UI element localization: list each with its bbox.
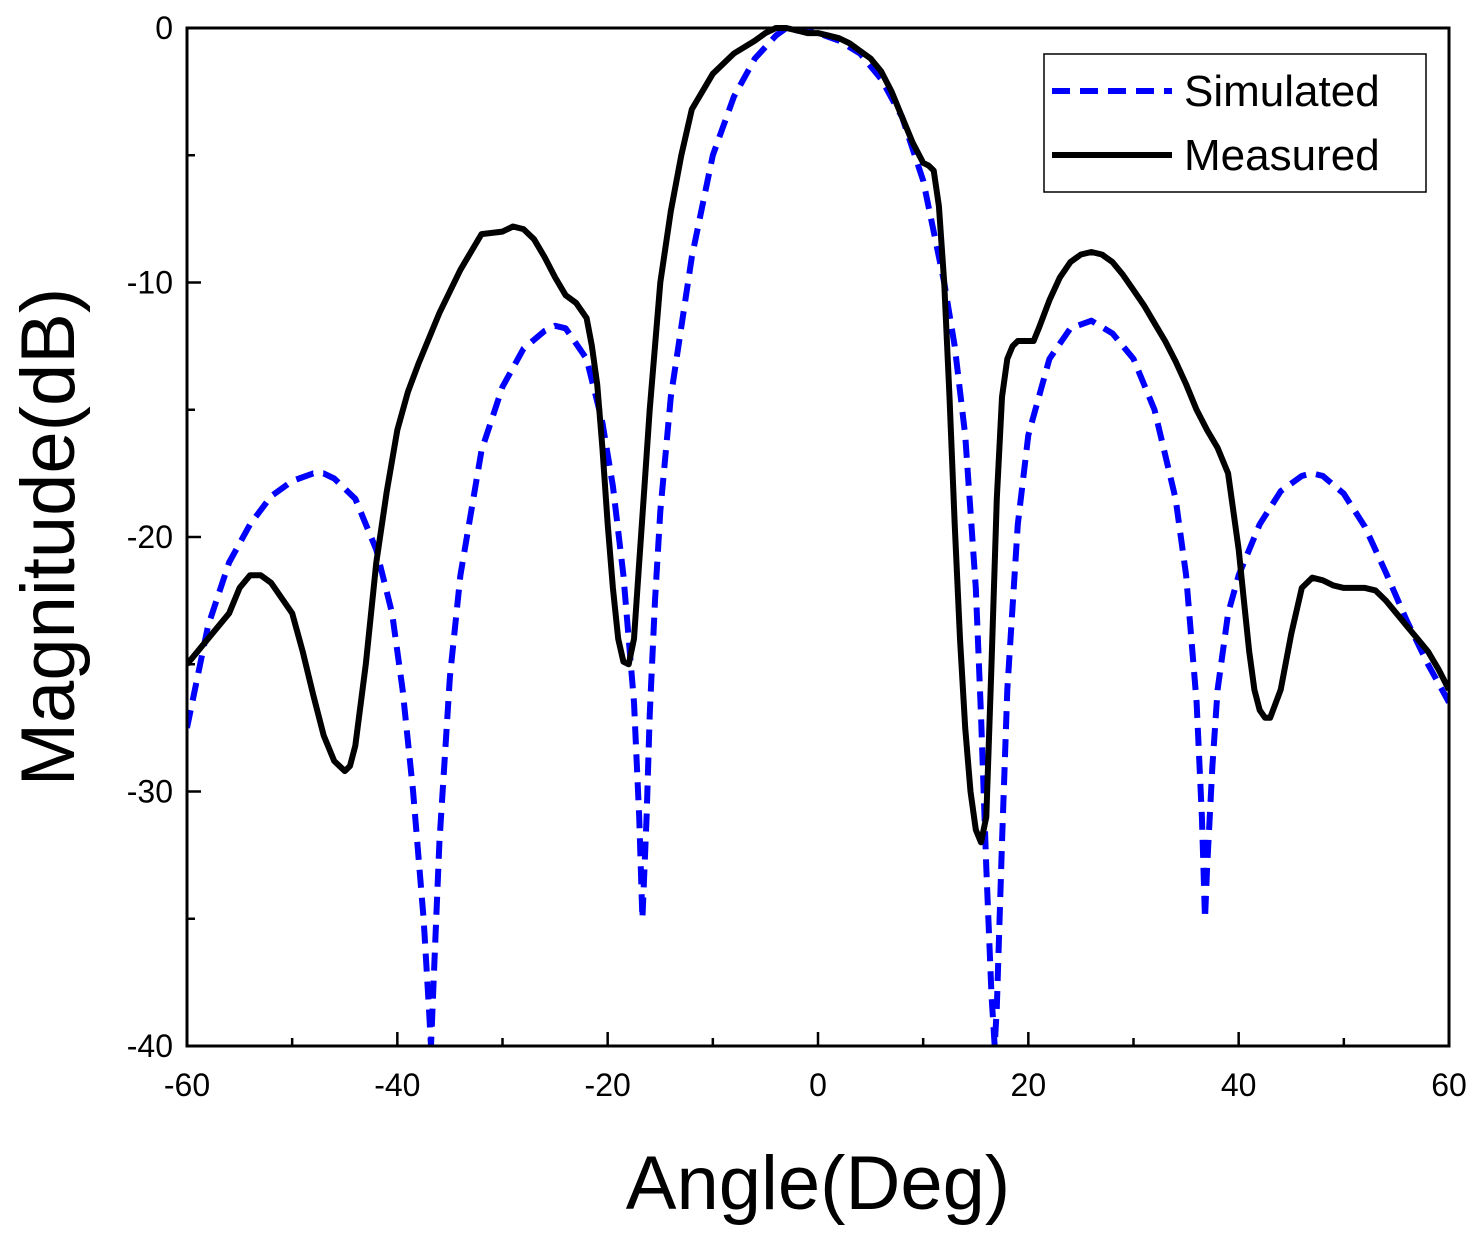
x-tick-label: 40 bbox=[1221, 1067, 1257, 1103]
y-tick-label: -40 bbox=[127, 1028, 173, 1064]
x-tick-label: 60 bbox=[1431, 1067, 1467, 1103]
y-axis-title: Magnitude(dB) bbox=[6, 288, 91, 787]
y-tick-label: -10 bbox=[127, 265, 173, 301]
x-tick-label: 0 bbox=[809, 1067, 827, 1103]
legend-label-measured: Measured bbox=[1184, 131, 1380, 180]
series-line-measured bbox=[187, 25, 1449, 846]
x-tick-label: -40 bbox=[374, 1067, 420, 1103]
y-tick-label: -20 bbox=[127, 519, 173, 555]
legend-label-simulated: Simulated bbox=[1184, 67, 1380, 116]
legend: Simulated Measured bbox=[1043, 53, 1427, 193]
y-tick-label: -30 bbox=[127, 774, 173, 810]
x-tick-label: -20 bbox=[585, 1067, 631, 1103]
y-tick-label: 0 bbox=[155, 10, 173, 46]
ticks-layer: -60 -40 -20 0 20 40 60-40-30-20-100 bbox=[127, 10, 1467, 1103]
x-axis-title: Angle(Deg) bbox=[626, 1141, 1010, 1226]
legend-box bbox=[1043, 53, 1427, 193]
x-tick-label: -60 bbox=[164, 1067, 210, 1103]
series-layer bbox=[187, 25, 1449, 1046]
x-tick-label: 20 bbox=[1011, 1067, 1047, 1103]
